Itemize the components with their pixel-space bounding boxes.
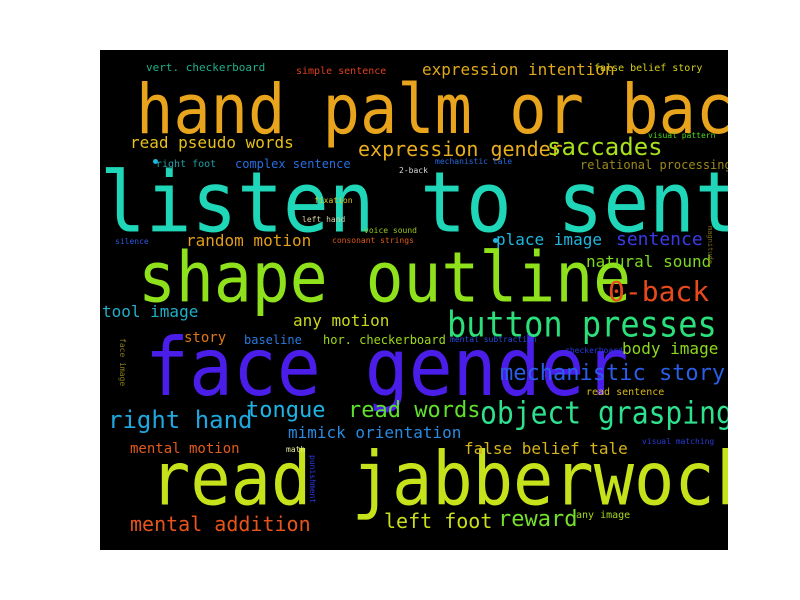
word-baseline: baseline: [244, 333, 302, 347]
word-consonant-strings: consonant strings: [332, 236, 414, 245]
word-visual-pattern: visual pattern: [648, 131, 716, 140]
word-tongue: tongue: [246, 398, 326, 423]
word-mental-subtraction: mental subtraction: [450, 335, 537, 344]
word-button-presses: button presses: [447, 303, 717, 346]
word-mental-addition: mental addition: [130, 512, 311, 536]
word-object-grasping: object grasping: [480, 394, 728, 431]
word-mechanistic-story: mechanistic story: [500, 361, 726, 386]
dot-mark-upper: [153, 159, 158, 164]
word-checkerboard: checkerboard: [565, 346, 623, 355]
word-any-motion: any motion: [293, 311, 390, 330]
word-punishment: punishment: [308, 455, 317, 504]
word-sentence: sentence: [616, 229, 703, 250]
word-random-motion: random motion: [186, 231, 312, 250]
word-body-image: body image: [622, 339, 719, 358]
word-relational-processing: relational processing: [580, 158, 728, 172]
word-tool-image: tool image: [102, 302, 199, 321]
word-silence: silence: [115, 237, 149, 246]
word-visual-matching: visual matching: [642, 437, 715, 446]
word-cloud-canvas: hand palm or back listen to sentence sha…: [100, 50, 728, 550]
word-false-belief-tale: false belief tale: [464, 439, 628, 458]
word-right-hand: right hand: [108, 406, 253, 434]
word-listen-to-sentence: listen to sentence: [100, 153, 728, 252]
word-expression-gender: expression gender: [358, 137, 563, 161]
word-math: math: [286, 445, 306, 454]
word-story: story: [184, 330, 227, 346]
word-expression-intention: expression intention: [422, 60, 615, 79]
word-read-jabberwocky: read jabberwocky: [150, 436, 728, 523]
word-any-image: any image: [576, 510, 631, 521]
word-complex-sentence: complex sentence: [235, 157, 351, 171]
word-saccades: saccades: [547, 133, 663, 161]
word-simple-sentence: simple sentence: [296, 66, 387, 77]
word-place-image: place image: [496, 230, 602, 249]
word-reward: reward: [498, 507, 578, 532]
word-mental-motion: mental motion: [130, 441, 240, 457]
word-fixation: fixation: [314, 196, 353, 205]
word-mechanistic-tale: mechanistic tale: [435, 157, 513, 166]
word-vert-checkerboard: vert. checkerboard: [146, 61, 266, 74]
word-read-words: read words: [348, 398, 481, 423]
word-right-foot: right foot: [156, 159, 217, 170]
word-mimick-orientation: mimick orientation: [288, 423, 462, 442]
word-hand-palm-or-back: hand palm or back: [136, 69, 728, 150]
word-voice-sound: voice sound: [364, 226, 417, 235]
word-false-belief-story: false belief story: [594, 63, 703, 74]
word-magnitude: magnitude: [706, 226, 714, 264]
word-left-foot: left foot: [384, 509, 493, 533]
word-hor-checkerboard: hor. checkerboard: [323, 333, 446, 347]
word-natural-sound: natural sound: [586, 252, 712, 271]
word-read-sentence: read sentence: [586, 387, 665, 398]
word-2-back: 2-back: [399, 166, 428, 175]
dot-mark-middle: [493, 238, 498, 243]
word-face-image: face image: [118, 338, 127, 387]
word-0-back: 0-back: [608, 275, 710, 308]
word-shape-outline: shape outline: [138, 237, 632, 318]
word-left-hand: left hand: [302, 215, 346, 224]
word-read-pseudo-words: read pseudo words: [130, 133, 294, 152]
word-face-gender: face gender: [145, 321, 629, 415]
